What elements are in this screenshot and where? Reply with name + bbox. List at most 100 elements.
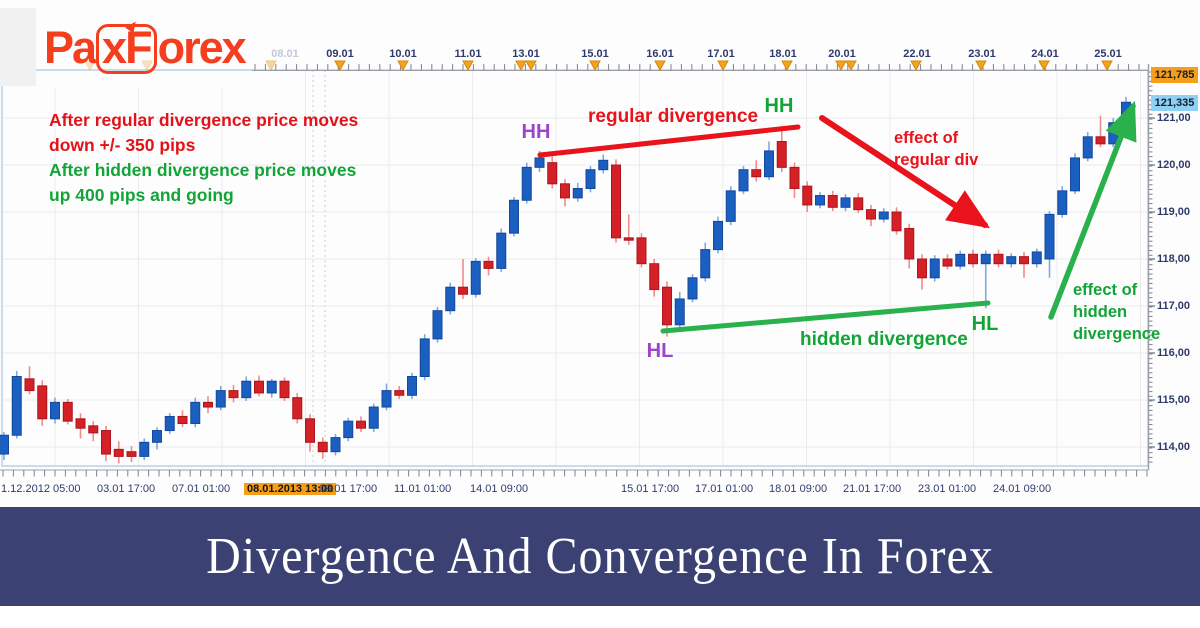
- candle-up: [534, 157, 545, 168]
- higher-low-label-1: HL: [646, 340, 674, 362]
- time-marker-icon: [589, 60, 601, 72]
- candle-up: [509, 199, 519, 234]
- price-axis-label: 121,00: [1157, 112, 1191, 124]
- bottom-axis-time-label: 14.01 09:00: [470, 483, 529, 495]
- logo-backdrop: [36, 10, 258, 88]
- candle-down: [305, 418, 315, 443]
- top-axis-date-label: 24.01: [1031, 48, 1059, 60]
- effect-line: hidden: [1073, 303, 1128, 321]
- candle-up: [445, 286, 456, 312]
- candle-up: [1070, 157, 1080, 192]
- candle-up: [343, 420, 354, 439]
- bottom-axis-time-label: 24.01 09:00: [993, 483, 1052, 495]
- logo-text-orex: orex: [157, 22, 247, 73]
- bottom-axis-time-label: 07.01 01:00: [172, 483, 231, 495]
- top-axis-date-label: 16.01: [646, 48, 674, 60]
- candle-down: [394, 390, 405, 396]
- candle-up: [815, 195, 825, 206]
- top-axis-date-label: 22.01: [903, 48, 931, 60]
- candle-up: [738, 169, 749, 192]
- candle-down: [88, 425, 99, 434]
- time-marker-icon: [525, 60, 537, 72]
- top-axis-date-label: 15.01: [581, 48, 609, 60]
- top-axis-date-label: 09.01: [326, 48, 354, 60]
- price-axis-label: 115,00: [1157, 394, 1191, 406]
- regular-divergence-note: After regular divergence price moves dow…: [49, 108, 358, 158]
- time-marker-icon: [1101, 60, 1113, 72]
- candle-down: [113, 448, 124, 457]
- bottom-strip: [0, 606, 1200, 628]
- time-marker-icon: [717, 60, 729, 72]
- candlestick-chart: [0, 10, 1155, 477]
- regular-divergence-line: [537, 124, 801, 158]
- candle-down: [827, 195, 838, 208]
- candle-down: [993, 253, 1004, 265]
- effect-of-regular-div-label: effect of regular div: [894, 127, 978, 171]
- candle-up: [139, 441, 150, 457]
- bottom-axis-time-label: 08.01.2013 13:00: [244, 483, 337, 495]
- bottom-axis-time-label: 21.01 17:00: [843, 483, 902, 495]
- candle-down: [547, 162, 558, 185]
- price-axis-label: 120,00: [1157, 159, 1191, 171]
- bottom-axis-time-label: 11.01 01:00: [394, 483, 452, 495]
- candle-up: [1108, 122, 1119, 145]
- candle-up: [152, 430, 162, 443]
- time-marker-icon: [462, 60, 474, 72]
- top-axis-date-label: 17.01: [707, 48, 735, 60]
- candle-up: [215, 390, 226, 408]
- candle-up: [585, 169, 596, 189]
- candle-up: [164, 415, 175, 432]
- candle-down: [789, 166, 800, 190]
- candle-down: [317, 441, 328, 453]
- bottom-axis-time-label: 09.01 17:00: [319, 483, 378, 495]
- bottom-axis-time-label: 15.01 17:00: [621, 483, 680, 495]
- candle-down: [560, 183, 570, 199]
- higher-low-label-2: HL: [971, 313, 999, 335]
- candle-down: [942, 258, 953, 267]
- candle-up: [50, 401, 60, 420]
- candle-down: [62, 401, 73, 422]
- price-axis-label: 117,00: [1157, 300, 1191, 312]
- current-price-tag: 121,335: [1151, 95, 1198, 111]
- higher-high-label-1: HH: [521, 121, 551, 143]
- effect-line: divergence: [1073, 325, 1161, 343]
- candle-up: [1031, 251, 1042, 265]
- time-marker-icon: [334, 60, 346, 72]
- candle-up: [407, 376, 417, 396]
- candle-down: [126, 451, 137, 457]
- candle-up: [0, 434, 9, 455]
- top-axis-date-label: 13.01: [512, 48, 540, 60]
- candle-up: [840, 197, 851, 208]
- bottom-axis-time-label: 23.01 01:00: [918, 483, 977, 495]
- candle-down: [203, 401, 213, 408]
- candle-up: [470, 260, 481, 295]
- candle-down: [1095, 136, 1106, 145]
- top-axis-date-label: 18.01: [769, 48, 797, 60]
- candle-down: [917, 258, 927, 279]
- candle-up: [700, 249, 711, 279]
- candle-down: [1019, 256, 1029, 265]
- candle-up: [929, 258, 940, 279]
- candle-down: [853, 197, 864, 211]
- candle-down: [458, 286, 468, 295]
- hidden-divergence-label: hidden divergence: [800, 329, 968, 350]
- candle-up: [381, 390, 392, 408]
- candle-down: [636, 237, 647, 265]
- price-axis-label: 118,00: [1157, 253, 1191, 265]
- candle-down: [802, 185, 813, 206]
- candle-up: [432, 310, 443, 340]
- candle-down: [611, 164, 621, 239]
- top-axis-date-label: 08.01: [271, 48, 299, 60]
- candle-down: [751, 169, 762, 178]
- candle-up: [11, 376, 22, 436]
- candle-down: [866, 209, 876, 220]
- candle-up: [878, 211, 889, 220]
- candle-up: [419, 338, 430, 377]
- corner-artifact: [0, 8, 36, 86]
- note-line: After hidden divergence price moves: [49, 160, 357, 180]
- candle-down: [24, 378, 35, 392]
- candle-up: [572, 188, 583, 199]
